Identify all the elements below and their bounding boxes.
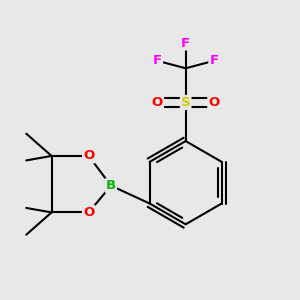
Text: O: O [208,96,220,109]
Text: F: F [153,54,162,67]
Text: F: F [181,37,190,50]
Text: O: O [83,206,94,219]
Text: B: B [106,179,116,192]
Text: O: O [83,149,94,162]
Text: F: F [209,54,218,67]
Text: S: S [181,96,190,109]
Text: O: O [152,96,163,109]
